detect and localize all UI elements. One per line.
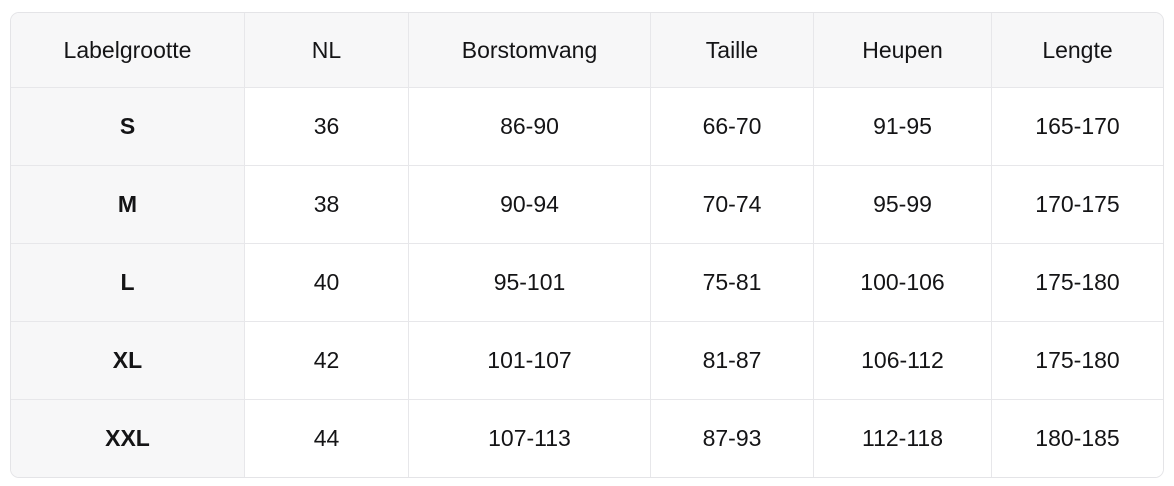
table-cell: 175-180 (991, 321, 1163, 399)
table-cell: 100-106 (813, 243, 991, 321)
column-header-nl: NL (244, 13, 408, 88)
column-header-taille: Taille (650, 13, 813, 88)
table-cell: 66-70 (650, 88, 813, 165)
table-cell: 101-107 (408, 321, 650, 399)
table-row-m: M 38 90-94 70-74 95-99 170-175 (11, 165, 1163, 243)
table-cell: 44 (244, 399, 408, 477)
column-header-lengte: Lengte (991, 13, 1163, 88)
table-cell: 170-175 (991, 165, 1163, 243)
table-cell: 175-180 (991, 243, 1163, 321)
size-table-container: Labelgrootte NL Borstomvang Taille Heupe… (10, 12, 1164, 478)
table-cell: 87-93 (650, 399, 813, 477)
column-header-labelgrootte: Labelgrootte (11, 13, 244, 88)
table-row-l: L 40 95-101 75-81 100-106 175-180 (11, 243, 1163, 321)
table-row-xl: XL 42 101-107 81-87 106-112 175-180 (11, 321, 1163, 399)
table-cell: 38 (244, 165, 408, 243)
row-label-cell: S (11, 88, 244, 165)
table-cell: 112-118 (813, 399, 991, 477)
table-cell: 95-101 (408, 243, 650, 321)
row-label-cell: XXL (11, 399, 244, 477)
column-header-borstomvang: Borstomvang (408, 13, 650, 88)
table-row-xxl: XXL 44 107-113 87-93 112-118 180-185 (11, 399, 1163, 477)
table-cell: 40 (244, 243, 408, 321)
table-cell: 180-185 (991, 399, 1163, 477)
size-table: Labelgrootte NL Borstomvang Taille Heupe… (11, 13, 1163, 477)
table-cell: 90-94 (408, 165, 650, 243)
table-cell: 95-99 (813, 165, 991, 243)
column-header-heupen: Heupen (813, 13, 991, 88)
table-cell: 75-81 (650, 243, 813, 321)
table-cell: 91-95 (813, 88, 991, 165)
row-label-cell: L (11, 243, 244, 321)
table-cell: 106-112 (813, 321, 991, 399)
table-row-s: S 36 86-90 66-70 91-95 165-170 (11, 88, 1163, 165)
table-cell: 165-170 (991, 88, 1163, 165)
header-row: Labelgrootte NL Borstomvang Taille Heupe… (11, 13, 1163, 88)
table-cell: 36 (244, 88, 408, 165)
row-label-cell: M (11, 165, 244, 243)
table-cell: 86-90 (408, 88, 650, 165)
row-label-cell: XL (11, 321, 244, 399)
table-cell: 107-113 (408, 399, 650, 477)
table-cell: 42 (244, 321, 408, 399)
table-cell: 70-74 (650, 165, 813, 243)
table-cell: 81-87 (650, 321, 813, 399)
